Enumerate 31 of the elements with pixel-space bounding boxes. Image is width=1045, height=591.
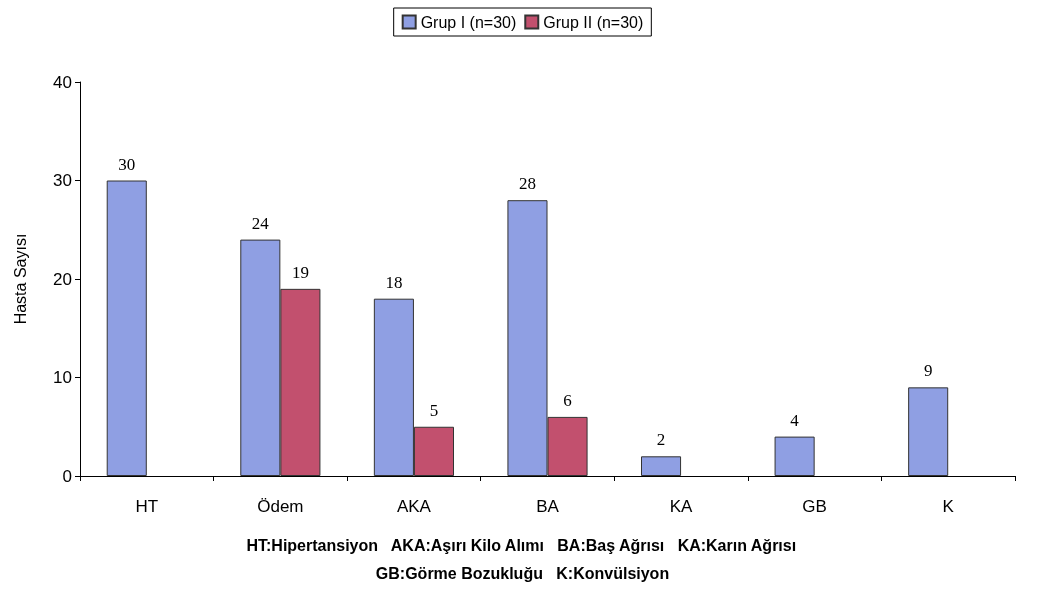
data-label: 19 [291, 262, 309, 282]
data-label: 4 [790, 410, 800, 430]
x-tick-label: GB [802, 497, 827, 516]
x-tick-label: AKA [396, 497, 432, 516]
x-tick-label: HT [135, 497, 159, 516]
y-tick-label: 0 [62, 466, 72, 486]
x-tick-label: KA [669, 497, 694, 516]
y-axis-title: Hasta Sayısı [11, 233, 29, 325]
bar [908, 387, 949, 476]
bar [774, 436, 815, 476]
y-tick-label: 20 [53, 269, 72, 289]
legend-label: Grup II (n=30) [543, 13, 644, 31]
x-tick-label: K [942, 497, 955, 516]
data-label: 9 [923, 361, 933, 381]
data-label: 5 [429, 400, 439, 420]
data-label: 24 [251, 213, 270, 233]
y-tick-label: 10 [53, 368, 72, 387]
y-tick-label: 40 [53, 72, 72, 92]
x-tick-label: BA [536, 497, 560, 516]
data-label: 18 [385, 272, 403, 292]
data-label: 28 [518, 174, 536, 194]
bar [106, 180, 147, 476]
data-label: 30 [118, 154, 136, 174]
legend-label: Grup I (n=30) [420, 13, 517, 31]
bar [641, 456, 682, 476]
data-label: 2 [656, 430, 666, 450]
data-label: 6 [563, 390, 572, 410]
text: HT:Hipertansiyon AKA:Aşırı Kilo Alımı BA:Baş Ağrısı KA:Karın Ağrısı [246, 536, 797, 554]
x-tick-label: Ödem [257, 497, 304, 516]
text: GB:Görme Bozukluğu K:Konvülsiyon [375, 564, 670, 582]
y-tick-label: 30 [53, 171, 72, 190]
